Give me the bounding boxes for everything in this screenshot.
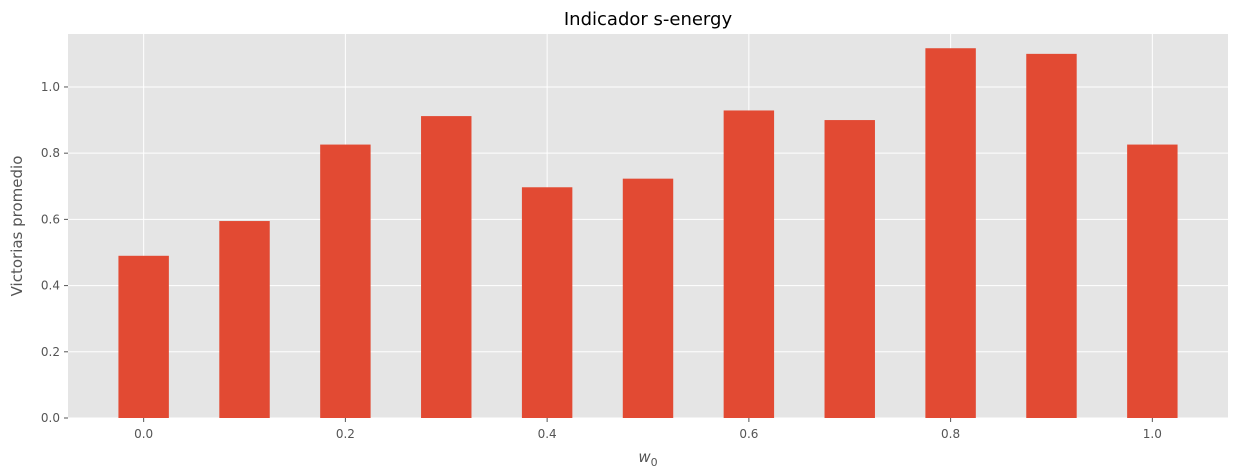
bar [521,187,573,418]
y-tick-label: 1.0 [41,80,60,94]
y-axis-label: Victorias promedio [8,156,26,297]
y-tick-label: 0.8 [41,146,60,160]
x-tick-label: 0.4 [538,427,557,441]
x-tick-label: 0.2 [336,427,355,441]
x-axis-label-main: w [638,448,651,466]
x-axis-label: w0 [638,448,657,469]
bar [421,116,472,418]
bars [118,48,1178,419]
chart-title: Indicador s-energy [564,9,733,30]
x-axis-label-sub: 0 [651,456,658,469]
bar [118,255,169,418]
y-tick-label: 0.4 [41,279,60,293]
y-tick-label: 0.0 [41,411,60,425]
y-axis-ticks: 0.0 0.2 0.4 0.6 0.8 1.0 [41,80,68,425]
x-tick-label: 0.0 [134,427,153,441]
y-tick-label: 0.2 [41,345,60,359]
bar [1127,144,1178,418]
bar [219,221,270,418]
y-tick-label: 0.6 [41,212,60,226]
x-tick-label: 1.0 [1143,427,1162,441]
bar [1026,53,1077,419]
bar [925,48,976,418]
x-axis-ticks: 0.0 0.2 0.4 0.6 0.8 1.0 [134,418,1162,441]
bar [320,144,371,418]
bar [824,120,875,418]
bar [622,178,674,418]
x-tick-label: 0.6 [739,427,758,441]
bar [723,110,775,418]
x-tick-label: 0.8 [941,427,960,441]
